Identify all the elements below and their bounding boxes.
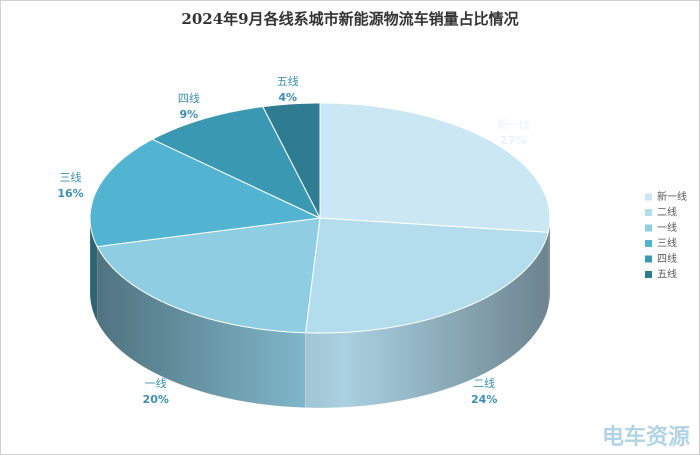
legend-swatch: [645, 255, 652, 263]
slice-value-label: 4%: [278, 91, 297, 104]
slice: [304, 217, 549, 334]
slice-label: 新一线: [497, 117, 530, 131]
chart-title: 2024年9月各线系城市新能源物流车销量占比情况: [181, 10, 518, 28]
slice-label: 四线: [178, 91, 200, 105]
legend-label: 二线: [657, 206, 677, 219]
legend-label: 五线: [657, 268, 677, 281]
slice-label: 五线: [277, 74, 299, 88]
legend-label: 新一线: [657, 190, 687, 203]
slice: [89, 138, 322, 248]
slice-label: 三线: [59, 170, 81, 184]
slice-value-label: 24%: [471, 393, 497, 406]
slice-value-label: 16%: [57, 187, 83, 200]
slice: [151, 106, 322, 220]
slice: [96, 217, 321, 334]
watermark: 电车资源: [602, 424, 690, 450]
slice: [262, 102, 321, 219]
slice-value-label: 27%: [500, 134, 526, 147]
legend-swatch: [645, 193, 652, 201]
slice-value-label: 9%: [180, 108, 199, 121]
legend-label: 四线: [657, 252, 677, 265]
slice-value-label: 20%: [143, 393, 169, 406]
legend-label: 三线: [657, 237, 677, 250]
legend-swatch: [645, 209, 652, 216]
side-shade: [90, 218, 550, 408]
slice-label: 一线: [145, 376, 167, 390]
slice: [319, 102, 551, 233]
legend-swatch: [645, 240, 652, 247]
slice-label: 二线: [473, 376, 495, 390]
legend-swatch: [645, 224, 652, 232]
legend-swatch: [645, 271, 652, 278]
legend-label: 一线: [657, 221, 677, 234]
